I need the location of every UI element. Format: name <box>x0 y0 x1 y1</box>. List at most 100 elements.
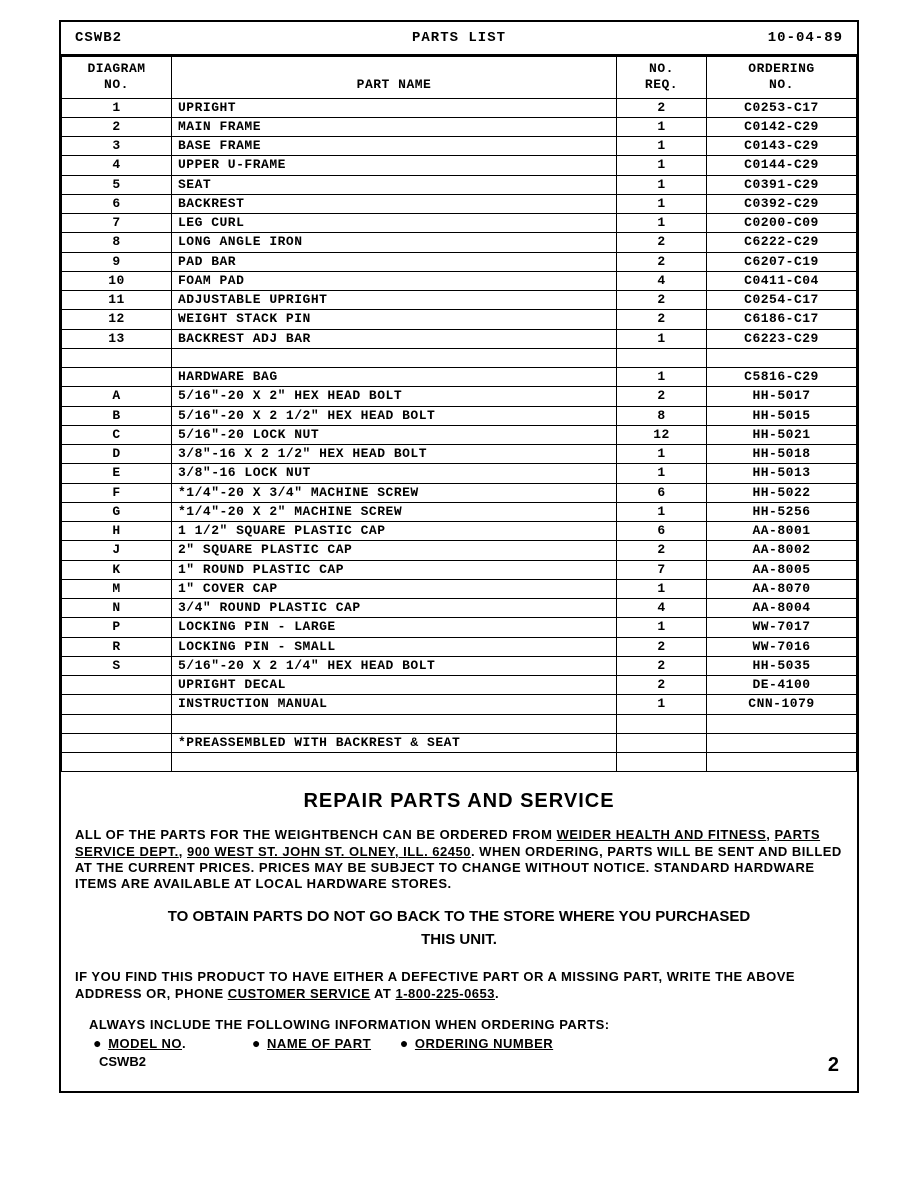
table-row: RLOCKING PIN - SMALL2WW-7016 <box>62 637 857 656</box>
header: CSWB2 PARTS LIST 10-04-89 <box>61 22 857 56</box>
table-row: 9PAD BAR2C6207-C19 <box>62 252 857 271</box>
cell-diag: B <box>62 406 172 425</box>
cell-ord: C0411-C04 <box>707 271 857 290</box>
footer: CSWB2 2 <box>75 1054 843 1077</box>
table-row: 13BACKREST ADJ BAR1C6223-C29 <box>62 329 857 348</box>
cell-name: 1" ROUND PLASTIC CAP <box>172 560 617 579</box>
table-row: B5/16"-20 X 2 1/2" HEX HEAD BOLT8HH-5015 <box>62 406 857 425</box>
cell-req: 2 <box>617 98 707 117</box>
cell-name <box>172 753 617 772</box>
cell-diag: N <box>62 599 172 618</box>
cell-diag <box>62 753 172 772</box>
table-row: HARDWARE BAG1C5816-C29 <box>62 368 857 387</box>
cell-diag <box>62 348 172 367</box>
text: , <box>179 844 187 859</box>
cell-diag: J <box>62 541 172 560</box>
text: WEIDER HEALTH AND FITNESS <box>557 827 767 842</box>
cell-req: 8 <box>617 406 707 425</box>
cell-ord: C0143-C29 <box>707 137 857 156</box>
cell-req: 1 <box>617 502 707 521</box>
text: CUSTOMER SERVICE <box>228 986 371 1001</box>
table-row: H1 1/2" SQUARE PLASTIC CAP6AA-8001 <box>62 522 857 541</box>
cell-ord: C0253-C17 <box>707 98 857 117</box>
cell-name: *1/4"-20 X 2" MACHINE SCREW <box>172 502 617 521</box>
cell-ord: C6223-C29 <box>707 329 857 348</box>
cell-req: 4 <box>617 599 707 618</box>
cell-req: 1 <box>617 695 707 714</box>
cell-req: 2 <box>617 233 707 252</box>
table-row: 2MAIN FRAME1C0142-C29 <box>62 117 857 136</box>
cell-req: 2 <box>617 310 707 329</box>
cell-diag: D <box>62 445 172 464</box>
cell-ord: HH-5013 <box>707 464 857 483</box>
cell-ord: AA-8070 <box>707 579 857 598</box>
cell-name: BACKREST <box>172 194 617 213</box>
cell-req: 6 <box>617 522 707 541</box>
footer-model: CSWB2 <box>99 1054 146 1077</box>
cell-req: 2 <box>617 676 707 695</box>
cell-name: *1/4"-20 X 3/4" MACHINE SCREW <box>172 483 617 502</box>
text: 1-800-225-0653 <box>395 986 495 1001</box>
header-title: PARTS LIST <box>205 30 713 46</box>
cell-name: HARDWARE BAG <box>172 368 617 387</box>
cell-ord: AA-8004 <box>707 599 857 618</box>
table-row: 1UPRIGHT2C0253-C17 <box>62 98 857 117</box>
cell-name: UPPER U-FRAME <box>172 156 617 175</box>
cell-diag: 5 <box>62 175 172 194</box>
cell-diag: 2 <box>62 117 172 136</box>
cell-name: INSTRUCTION MANUAL <box>172 695 617 714</box>
cell-ord: HH-5021 <box>707 425 857 444</box>
table-row <box>62 348 857 367</box>
cell-name: MAIN FRAME <box>172 117 617 136</box>
cell-ord: C0254-C17 <box>707 291 857 310</box>
cell-name: BASE FRAME <box>172 137 617 156</box>
cell-ord: HH-5035 <box>707 656 857 675</box>
header-date: 10-04-89 <box>713 30 843 46</box>
cell-req: 1 <box>617 618 707 637</box>
order-item: NAME OF PART <box>267 1036 371 1051</box>
table-row: 6BACKREST1C0392-C29 <box>62 194 857 213</box>
cell-name: ADJUSTABLE UPRIGHT <box>172 291 617 310</box>
cell-ord: HH-5256 <box>707 502 857 521</box>
cell-name: 1" COVER CAP <box>172 579 617 598</box>
table-row: 3BASE FRAME1C0143-C29 <box>62 137 857 156</box>
order-info: ALWAYS INCLUDE THE FOLLOWING INFORMATION… <box>89 1016 843 1054</box>
cell-diag: C <box>62 425 172 444</box>
cell-req: 1 <box>617 579 707 598</box>
cell-req: 1 <box>617 464 707 483</box>
table-row: PLOCKING PIN - LARGE1WW-7017 <box>62 618 857 637</box>
col-diagram: DIAGRAMNO. <box>62 57 172 99</box>
cell-diag: H <box>62 522 172 541</box>
cell-diag: M <box>62 579 172 598</box>
cell-diag <box>62 714 172 733</box>
cell-name: LOCKING PIN - SMALL <box>172 637 617 656</box>
cell-req: 1 <box>617 368 707 387</box>
table-row: 10FOAM PAD4C0411-C04 <box>62 271 857 290</box>
service-notice: TO OBTAIN PARTS DO NOT GO BACK TO THE ST… <box>155 906 763 951</box>
text: . <box>495 986 499 1001</box>
cell-diag: 10 <box>62 271 172 290</box>
cell-req: 2 <box>617 637 707 656</box>
cell-name: LEG CURL <box>172 214 617 233</box>
cell-ord <box>707 348 857 367</box>
cell-req <box>617 348 707 367</box>
service-section: REPAIR PARTS AND SERVICE ALL OF THE PART… <box>61 772 857 1090</box>
cell-ord: HH-5018 <box>707 445 857 464</box>
order-item: MODEL NO <box>108 1036 182 1051</box>
table-row: *PREASSEMBLED WITH BACKREST & SEAT <box>62 733 857 752</box>
cell-ord <box>707 714 857 733</box>
table-row: A5/16"-20 X 2" HEX HEAD BOLT2HH-5017 <box>62 387 857 406</box>
page-number: 2 <box>828 1054 839 1077</box>
cell-req: 2 <box>617 252 707 271</box>
table-row: N3/4" ROUND PLASTIC CAP4AA-8004 <box>62 599 857 618</box>
table-row <box>62 753 857 772</box>
cell-name: BACKREST ADJ BAR <box>172 329 617 348</box>
text: AT <box>370 986 395 1001</box>
cell-diag: 8 <box>62 233 172 252</box>
table-row: 7LEG CURL1C0200-C09 <box>62 214 857 233</box>
cell-name: WEIGHT STACK PIN <box>172 310 617 329</box>
cell-req: 1 <box>617 137 707 156</box>
cell-ord: C0392-C29 <box>707 194 857 213</box>
service-heading: REPAIR PARTS AND SERVICE <box>75 790 843 813</box>
cell-name: 3/4" ROUND PLASTIC CAP <box>172 599 617 618</box>
